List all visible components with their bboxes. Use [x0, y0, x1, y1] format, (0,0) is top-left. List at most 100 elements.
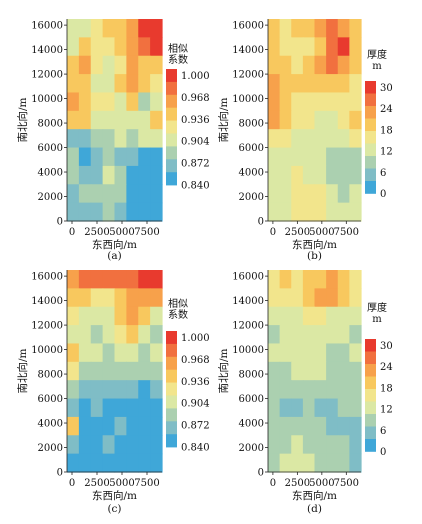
- colorbar-title: 系数: [168, 53, 188, 66]
- colorbar-title: m: [372, 314, 382, 325]
- heatmap-cell: [126, 343, 139, 363]
- colorbar-tick-label: 0.936: [181, 115, 210, 126]
- panel-label: (c): [107, 503, 121, 515]
- y-tick-label: 10000: [232, 345, 264, 356]
- heatmap-cell: [138, 19, 151, 38]
- heatmap-cell: [268, 202, 281, 222]
- y-tick-label: 4000: [239, 419, 264, 430]
- heatmap-cell: [268, 74, 281, 94]
- colorbar-swatch: [166, 343, 177, 358]
- x-tick-label: 2500: [84, 227, 109, 238]
- colorbar-title: 相似: [168, 297, 188, 310]
- heatmap-cell: [279, 202, 292, 222]
- heatmap-cell: [114, 147, 127, 167]
- heatmap-cell: [138, 55, 151, 75]
- colorbar-swatch: [365, 118, 376, 132]
- heatmap-cell: [326, 361, 339, 381]
- heatmap-cell: [138, 380, 151, 400]
- heatmap-cell: [114, 184, 127, 204]
- heatmap-cell: [314, 325, 327, 345]
- heatmap-cell: [114, 19, 127, 38]
- heatmap-cell: [337, 343, 350, 363]
- y-tick-label: 4000: [239, 168, 264, 179]
- y-tick-label: 0: [57, 217, 63, 228]
- y-tick-label: 16000: [232, 272, 264, 283]
- heatmap-cell: [126, 270, 139, 289]
- heatmap-cell: [78, 92, 92, 112]
- heatmap-cell: [291, 129, 304, 149]
- heatmap-cell: [268, 306, 281, 326]
- heatmap-cell: [314, 202, 327, 222]
- colorbar-swatch: [166, 120, 177, 134]
- heatmap-cell: [138, 306, 151, 326]
- x-tick-label: 5000: [109, 227, 134, 238]
- panel-label: (a): [107, 250, 121, 262]
- colorbar-tick-label: 0.872: [181, 421, 210, 432]
- heatmap-cell: [279, 110, 292, 130]
- heatmap-cell: [150, 343, 163, 363]
- heatmap-cell: [67, 306, 80, 326]
- heatmap-cell: [114, 129, 127, 149]
- heatmap-cell: [67, 270, 80, 289]
- heatmap-cell: [337, 110, 350, 130]
- heatmap-cell: [302, 55, 316, 75]
- heatmap-cell: [150, 37, 163, 57]
- y-tick-label: 8000: [38, 370, 63, 381]
- heatmap-cell: [291, 453, 304, 473]
- heatmap-cell: [279, 55, 292, 75]
- heatmap-cell: [90, 74, 104, 94]
- heatmap-cell: [114, 270, 127, 289]
- heatmap-cell: [67, 55, 80, 75]
- heatmap-cell: [279, 37, 292, 57]
- heatmap-cell: [279, 74, 292, 94]
- heatmap-cell: [90, 361, 104, 381]
- heatmap-cell: [337, 380, 350, 400]
- x-tick-label: 0: [69, 227, 75, 238]
- heatmap-cell: [67, 147, 80, 167]
- x-tick-label: 0: [270, 227, 276, 238]
- heatmap-cell: [67, 92, 80, 112]
- heatmap-cell: [291, 74, 304, 94]
- heatmap-cell: [302, 92, 316, 112]
- heatmap-cell: [102, 202, 116, 222]
- colorbar-swatch: [365, 81, 376, 94]
- heatmap-cell: [67, 453, 80, 473]
- heatmap-cell: [114, 453, 127, 473]
- heatmap-cell: [67, 110, 80, 130]
- colorbar-swatch: [166, 81, 177, 96]
- heatmap-cell: [314, 306, 327, 326]
- colorbar-swatch: [166, 94, 177, 108]
- heatmap-cell: [126, 325, 139, 345]
- heatmap-cell: [138, 270, 151, 289]
- heatmap-cell: [291, 37, 304, 57]
- y-tick-label: 14000: [232, 45, 264, 56]
- y-tick-label: 2000: [38, 192, 63, 203]
- heatmap-cell: [337, 165, 350, 185]
- heatmap-cell: [314, 92, 327, 112]
- heatmap-cell: [291, 361, 304, 381]
- heatmap-cell: [78, 129, 92, 149]
- heatmap-cell: [314, 129, 327, 149]
- heatmap-cell: [302, 288, 316, 308]
- heatmap-cell: [279, 147, 292, 167]
- heatmap-cell: [138, 74, 151, 94]
- heatmap-cell: [268, 19, 281, 38]
- heatmap-cell: [67, 184, 80, 204]
- heatmap-cell: [114, 306, 127, 326]
- colorbar-swatch: [365, 168, 376, 182]
- heatmap-cell: [337, 147, 350, 167]
- x-tick-label: 7500: [334, 478, 359, 489]
- colorbar: 厚度m 30 24 18 12 6 0: [365, 48, 393, 200]
- colorbar-swatch: [166, 421, 177, 435]
- heatmap-cell: [150, 19, 163, 38]
- colorbar-tick-label: 30: [380, 83, 393, 94]
- colorbar: 厚度m 30 24 18 12 6 0: [365, 301, 393, 458]
- heatmap-cell: [279, 129, 292, 149]
- x-tick-label: 0: [69, 478, 75, 489]
- x-axis-label: 东西向/m: [92, 238, 137, 251]
- colorbar-tick-label: 1.000: [181, 71, 210, 82]
- heatmap-cell: [150, 288, 163, 308]
- heatmap-cell: [279, 361, 292, 381]
